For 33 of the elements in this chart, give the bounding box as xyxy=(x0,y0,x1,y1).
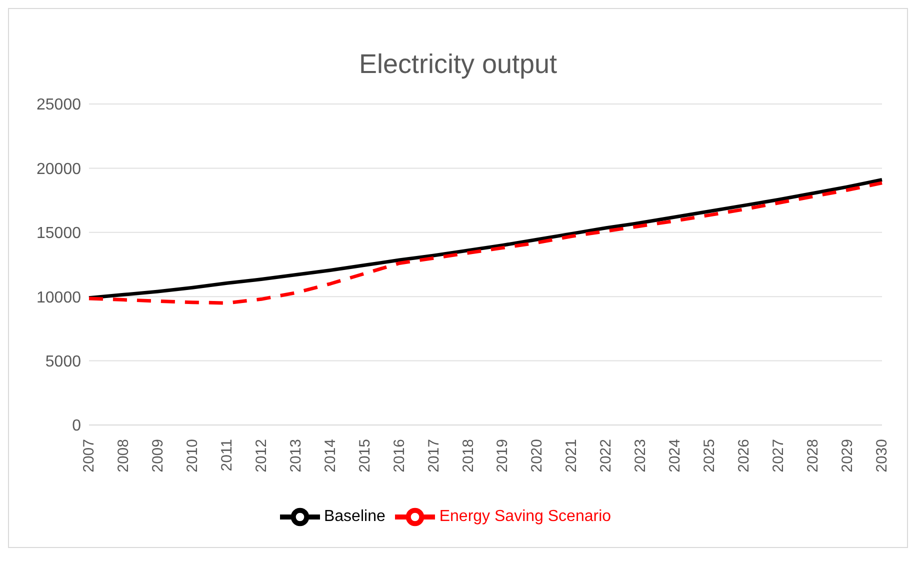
y-tick-label: 25000 xyxy=(36,96,82,114)
x-tick-label: 2020 xyxy=(528,439,546,472)
x-tick-label: 2015 xyxy=(356,439,374,472)
x-tick-label: 2008 xyxy=(114,439,132,472)
x-tick-label: 2012 xyxy=(252,439,270,472)
x-tick-label: 2030 xyxy=(874,439,890,472)
x-tick-label: 2022 xyxy=(598,439,615,472)
x-tick-label: 2014 xyxy=(322,439,339,472)
y-tick-label: 0 xyxy=(72,418,82,435)
x-tick-label: 2016 xyxy=(390,439,408,472)
x-tick-label: 2010 xyxy=(184,439,201,472)
legend-label: Energy Saving Scenario xyxy=(439,508,612,526)
x-tick-label: 2013 xyxy=(287,439,304,472)
x-tick-label: 2009 xyxy=(149,439,166,472)
x-tick-label: 2028 xyxy=(804,439,822,472)
x-tick-label: 2017 xyxy=(425,439,442,472)
y-tick-label: 15000 xyxy=(36,225,82,242)
x-tick-label: 2018 xyxy=(460,439,477,472)
y-tick-label: 20000 xyxy=(36,160,82,178)
x-tick-label: 2026 xyxy=(736,439,753,472)
x-tick-label: 2019 xyxy=(494,439,512,472)
x-tick-label: 2011 xyxy=(218,439,236,472)
x-tick-label: 2029 xyxy=(839,439,856,472)
legend-label: Baseline xyxy=(324,508,386,526)
x-tick-label: 2023 xyxy=(632,439,650,472)
x-tick-label: 2025 xyxy=(701,439,718,472)
x-tick-label: 2021 xyxy=(563,439,580,472)
x-tick-label: 2007 xyxy=(80,439,98,472)
x-tick-label: 2024 xyxy=(666,439,684,472)
x-tick-label: 2027 xyxy=(770,439,788,472)
chart-title: Electricity output xyxy=(358,49,558,80)
y-tick-label: 5000 xyxy=(45,353,82,370)
y-tick-label: 10000 xyxy=(36,289,82,306)
